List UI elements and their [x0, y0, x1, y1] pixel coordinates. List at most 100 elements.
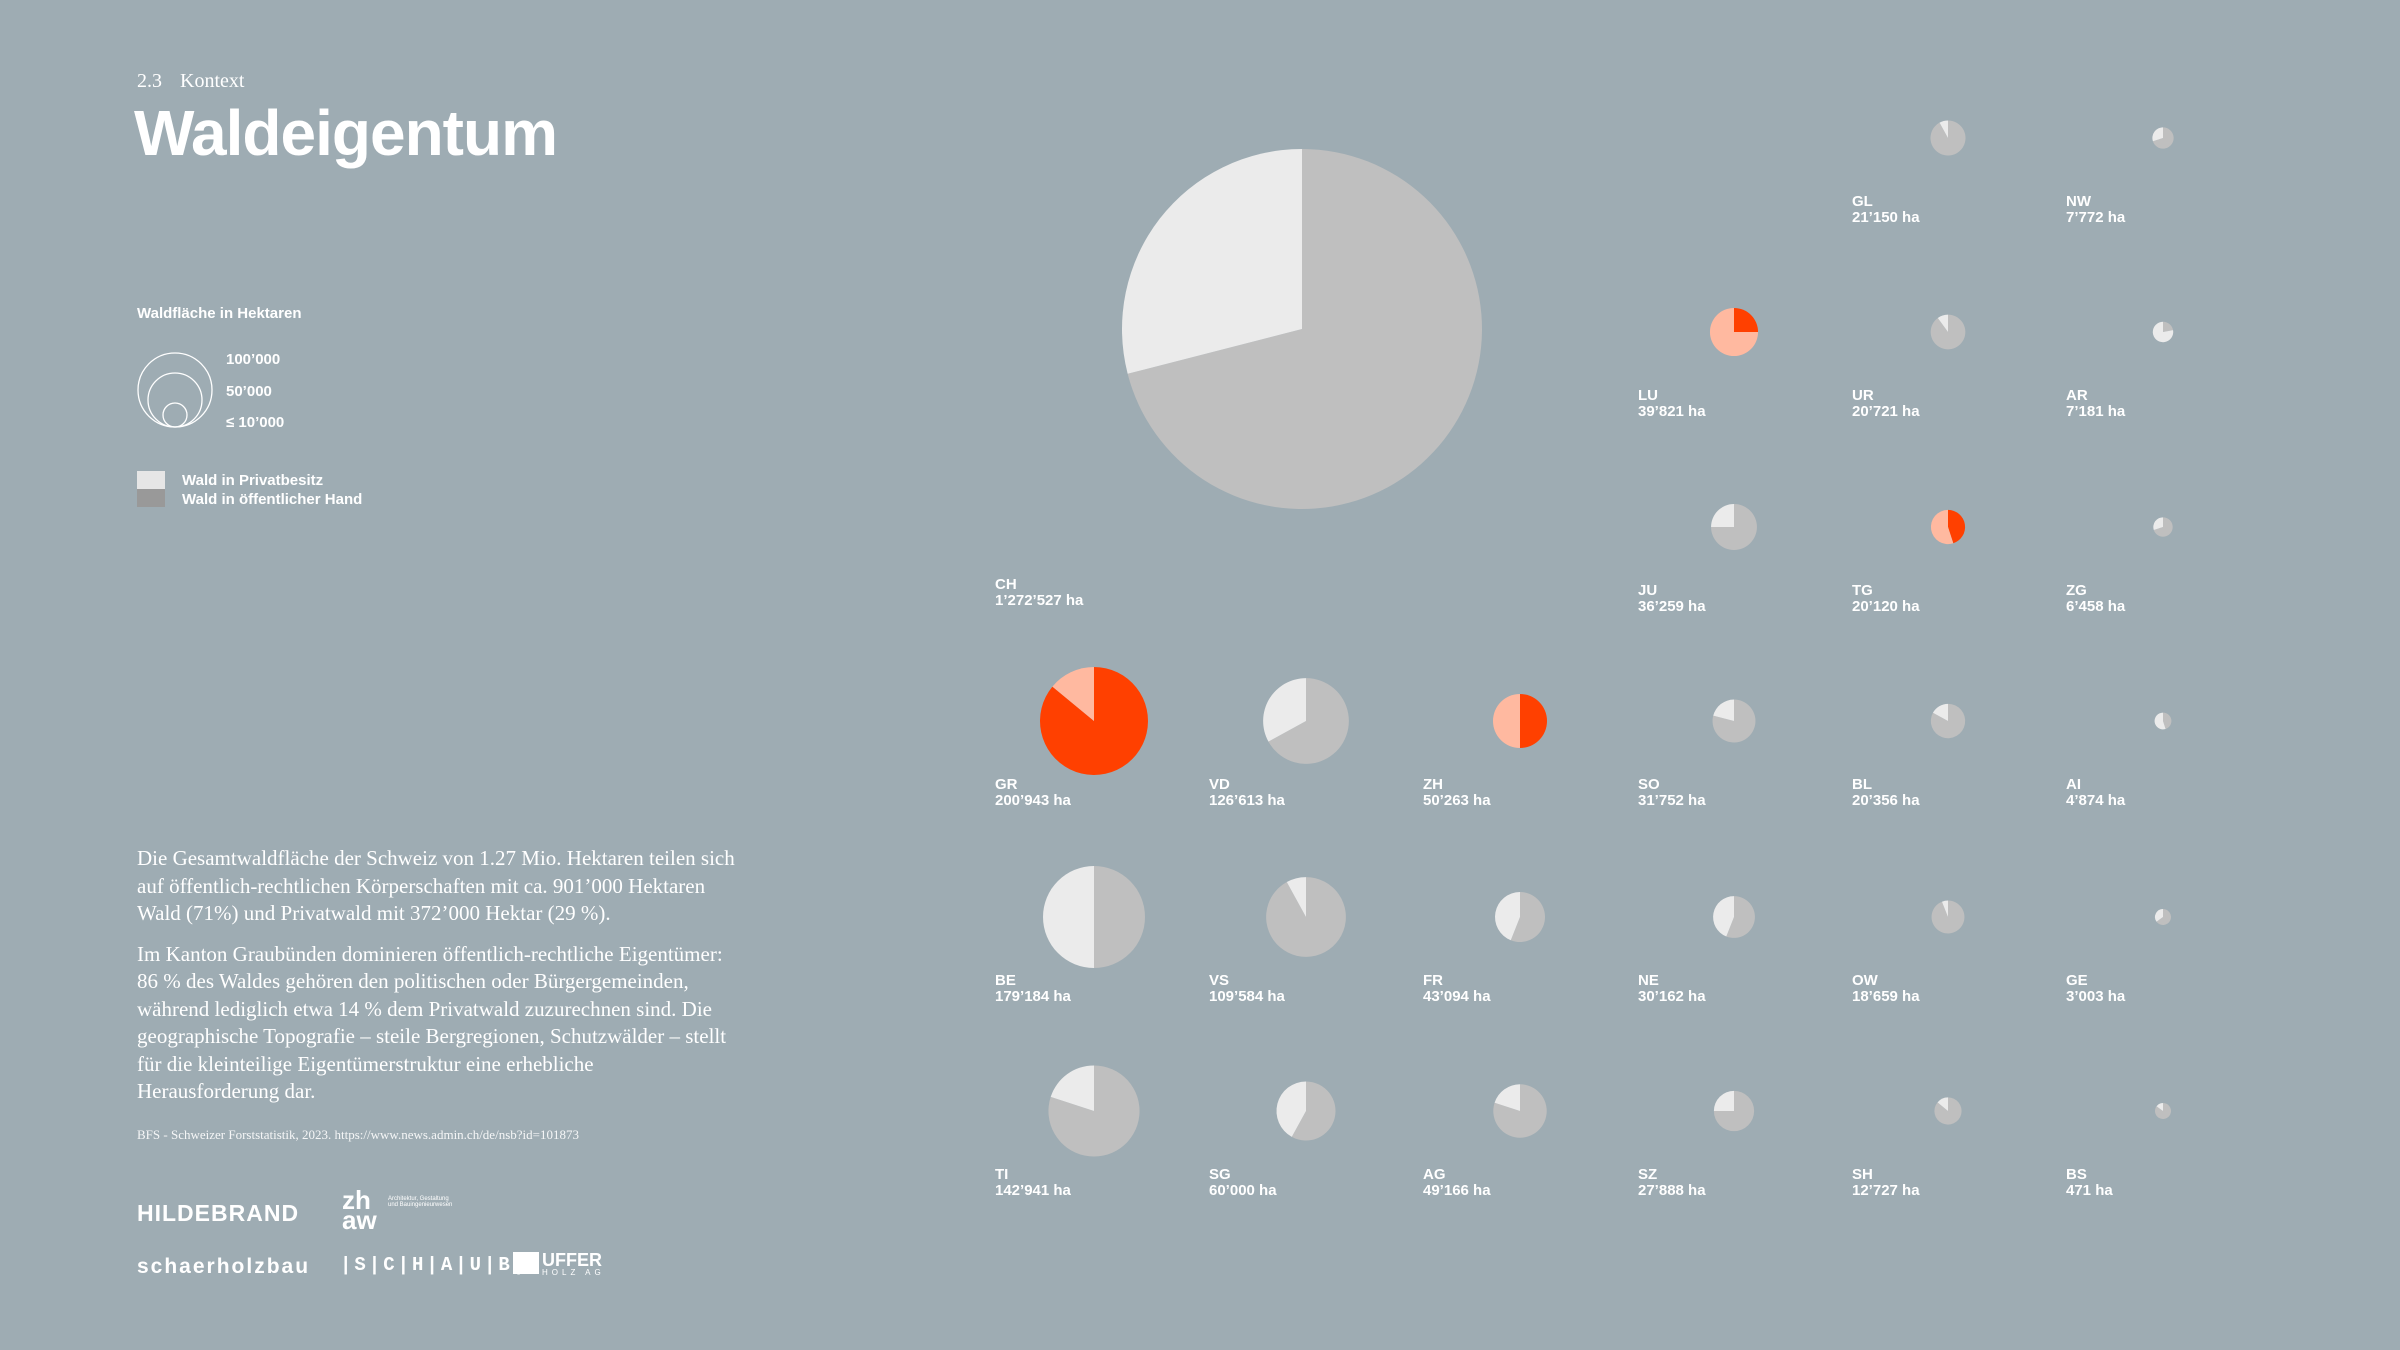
canton-code: AR — [2066, 387, 2088, 404]
legend-size-10000: ≤ 10’000 — [226, 414, 285, 431]
canton-code: ZH — [1423, 776, 1443, 793]
canton-code: TG — [1852, 582, 1873, 599]
pie-zg-public-slice — [2153, 517, 2173, 537]
logo-uffer-mark — [513, 1252, 539, 1274]
pie-gr-private-slice — [1052, 667, 1094, 721]
canton-code: VD — [1209, 776, 1230, 793]
body-text: Die Gesamtwaldfläche der Schweiz von 1.2… — [137, 845, 737, 1119]
forest-area: 60’000 ha — [1209, 1182, 1277, 1199]
canton-code: SG — [1209, 1166, 1231, 1183]
section-name: Kontext — [180, 70, 245, 92]
pie-fr-private-slice — [1494, 891, 1520, 941]
pie-ow-private-slice — [1941, 900, 1948, 917]
pie-vs-public-slice — [1266, 877, 1346, 957]
pie-ge-public-slice — [2156, 909, 2171, 925]
pie-lu-private-slice — [1709, 307, 1759, 357]
pie-label-vd: VD 126’613 ha — [1209, 777, 1285, 809]
canton-code: BL — [1852, 776, 1872, 793]
canton-code: SO — [1638, 776, 1660, 793]
canton-code: GR — [995, 776, 1018, 793]
forest-area: 1’272’527 ha — [995, 592, 1084, 609]
forest-area: 126’613 ha — [1209, 792, 1285, 809]
logo-schaub: |S|C|H|A|U|B| — [340, 1254, 528, 1276]
forest-area: 21’150 ha — [1852, 209, 1920, 226]
pie-label-ju: JU 36’259 ha — [1638, 583, 1706, 615]
logo-uffer-subtitle: HOLZ AG — [542, 1268, 605, 1277]
forest-area: 30’162 ha — [1638, 988, 1706, 1005]
legend-title: Waldfläche in Hektaren — [137, 305, 302, 322]
canton-code: CH — [995, 576, 1017, 593]
public-legend-label: Wald in öffentlicher Hand — [182, 491, 363, 508]
pie-ne-public-slice — [1726, 896, 1755, 938]
pie-label-ag: AG 49’166 ha — [1423, 1167, 1491, 1199]
pie-vd-private-slice — [1263, 678, 1306, 742]
pie-nw-public-slice — [2152, 127, 2174, 149]
pie-bl-private-slice — [1932, 703, 1948, 721]
pie-zh-private-slice — [1492, 693, 1520, 749]
pie-sh-private-slice — [1937, 1097, 1948, 1111]
canton-code: NE — [1638, 972, 1659, 989]
pie-bs-private-slice — [2156, 1103, 2163, 1111]
pie-label-ne: NE 30’162 ha — [1638, 973, 1706, 1005]
section-number: 2.3 — [137, 70, 162, 92]
pie-ne-private-slice — [1713, 896, 1734, 937]
public-swatch — [137, 489, 165, 507]
pie-so-private-slice — [1713, 699, 1734, 721]
forest-area: 7’772 ha — [2066, 209, 2126, 226]
pie-label-ow: OW 18’659 ha — [1852, 973, 1920, 1005]
source-citation: BFS - Schweizer Forststatistik, 2023. ht… — [137, 1127, 579, 1142]
pie-be-private-slice — [1043, 866, 1094, 968]
canton-code: OW — [1852, 972, 1878, 989]
pie-ag-private-slice — [1494, 1084, 1520, 1111]
pie-gl-private-slice — [1939, 120, 1948, 138]
forest-area: 142’941 ha — [995, 1182, 1071, 1199]
pie-label-bl: BL 20’356 ha — [1852, 777, 1920, 809]
pie-ge-private-slice — [2155, 909, 2163, 922]
logo-uffer: UFFER — [542, 1250, 602, 1270]
forest-area: 6’458 ha — [2066, 598, 2126, 615]
pie-sg-public-slice — [1291, 1081, 1336, 1141]
pie-sg-private-slice — [1276, 1081, 1306, 1137]
pie-tg-private-slice — [1930, 509, 1954, 545]
canton-code: VS — [1209, 972, 1230, 989]
logo-schaerholzbau: schaerholzbau — [137, 1255, 311, 1278]
canton-code: SZ — [1638, 1166, 1658, 1183]
forest-area: 20’356 ha — [1852, 792, 1920, 809]
canton-code: UR — [1852, 387, 1874, 404]
canton-code: TI — [995, 1166, 1009, 1183]
pie-ur-private-slice — [1937, 314, 1948, 332]
pie-label-ur: UR 20’721 ha — [1852, 388, 1920, 420]
logo-zhaw-subtitle: Architektur, Gestaltung und Bauingenieur… — [388, 1196, 453, 1208]
pie-ju-private-slice — [1711, 504, 1734, 527]
private-legend-label: Wald in Privatbesitz — [182, 472, 324, 489]
pie-label-vs: VS 109’584 ha — [1209, 973, 1285, 1005]
forest-area: 20’721 ha — [1852, 403, 1920, 420]
legend-size-100000: 100’000 — [226, 351, 281, 368]
legend-circle-10000 — [162, 402, 188, 428]
pie-vs-private-slice — [1286, 877, 1306, 917]
canton-code: BS — [2066, 1166, 2087, 1183]
pie-be-public-slice — [1094, 866, 1145, 968]
pie-label-ai: AI 4’874 ha — [2066, 777, 2125, 809]
canton-code: AG — [1423, 1166, 1446, 1183]
canton-code: JU — [1638, 582, 1658, 599]
pie-tg-public-slice — [1948, 509, 1966, 544]
pie-gl-public-slice — [1930, 120, 1966, 156]
canton-code: GE — [2066, 972, 2088, 989]
forest-area: 39’821 ha — [1638, 403, 1706, 420]
canton-code: ZG — [2066, 582, 2087, 599]
paragraph-2: Im Kanton Graubünden dominieren öffentli… — [137, 941, 727, 1104]
section-label: 2.3 Kontext — [137, 70, 262, 93]
forest-area: 27’888 ha — [1638, 1182, 1706, 1199]
canton-code: SH — [1852, 1166, 1873, 1183]
pie-label-bs: BS 471 ha — [2066, 1167, 2113, 1199]
forest-area: 50’263 ha — [1423, 792, 1491, 809]
pie-label-ge: GE 3’003 ha — [2066, 973, 2125, 1005]
pie-ai-public-slice — [2163, 712, 2172, 729]
pie-label-gl: GL 21’150 ha — [1852, 194, 1920, 226]
forest-area: 7’181 ha — [2066, 403, 2126, 420]
canton-code: GL — [1852, 193, 1873, 210]
pie-label-ch: CH 1’272’527 ha — [995, 577, 1083, 609]
canton-code: AI — [2066, 776, 2081, 793]
